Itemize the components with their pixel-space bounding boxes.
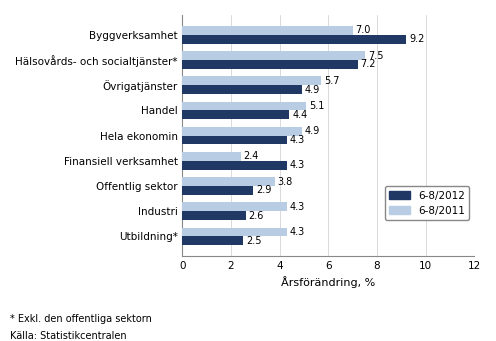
Bar xyxy=(183,110,290,119)
Text: 2.6: 2.6 xyxy=(248,211,264,221)
Bar xyxy=(183,35,406,44)
Text: * Exkl. den offentliga sektorn: * Exkl. den offentliga sektorn xyxy=(10,314,152,324)
Text: 2.5: 2.5 xyxy=(246,236,261,246)
Text: 4.9: 4.9 xyxy=(305,126,320,136)
Text: 7.0: 7.0 xyxy=(356,25,371,35)
Bar xyxy=(183,211,246,220)
Bar xyxy=(183,186,253,195)
Text: 9.2: 9.2 xyxy=(409,34,425,44)
Bar xyxy=(183,236,243,245)
Text: 7.2: 7.2 xyxy=(361,59,376,69)
Bar xyxy=(183,161,287,169)
Text: 5.1: 5.1 xyxy=(310,101,325,111)
Text: 4.3: 4.3 xyxy=(290,227,305,237)
Text: Källa: Statistikcentralen: Källa: Statistikcentralen xyxy=(10,331,126,341)
Bar xyxy=(183,85,302,94)
Text: 2.9: 2.9 xyxy=(256,186,271,195)
Text: 4.3: 4.3 xyxy=(290,135,305,145)
Bar xyxy=(183,227,287,236)
Bar xyxy=(183,177,275,186)
Text: 7.5: 7.5 xyxy=(368,50,383,61)
Bar xyxy=(183,76,321,85)
Text: 4.4: 4.4 xyxy=(292,110,308,120)
Text: 4.3: 4.3 xyxy=(290,160,305,170)
Text: 4.3: 4.3 xyxy=(290,202,305,212)
Bar xyxy=(183,127,302,136)
Text: 2.4: 2.4 xyxy=(244,151,259,161)
Bar xyxy=(183,136,287,144)
Text: 5.7: 5.7 xyxy=(324,76,339,86)
Text: 3.8: 3.8 xyxy=(278,177,293,187)
Bar xyxy=(183,152,241,161)
Text: 4.9: 4.9 xyxy=(305,85,320,94)
Bar xyxy=(183,202,287,211)
Bar xyxy=(183,26,353,35)
X-axis label: Årsförändring, %: Årsförändring, % xyxy=(281,277,375,288)
Bar xyxy=(183,51,365,60)
Bar xyxy=(183,102,307,110)
Bar xyxy=(183,60,358,69)
Legend: 6-8/2012, 6-8/2011: 6-8/2012, 6-8/2011 xyxy=(385,186,469,220)
